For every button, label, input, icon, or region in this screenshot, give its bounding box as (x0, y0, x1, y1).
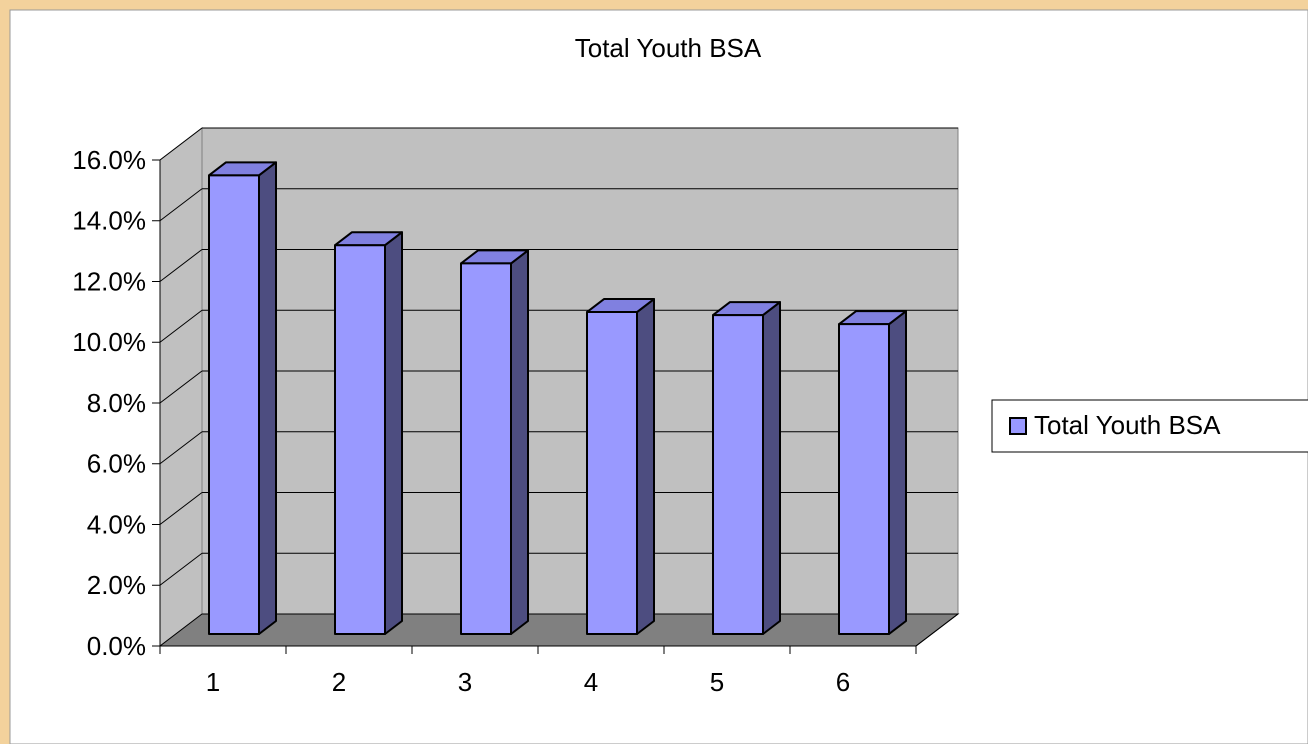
bar (838, 310, 907, 635)
y-tick-label: 12.0% (72, 266, 146, 296)
y-tick-label: 4.0% (87, 509, 146, 539)
bar-front (586, 311, 638, 635)
grid-line (159, 370, 203, 404)
grid-line (159, 431, 203, 465)
x-axis (915, 613, 959, 647)
bar-side (636, 298, 655, 635)
bar (208, 161, 277, 635)
x-tick-label: 6 (836, 667, 850, 697)
y-tick-label: 16.0% (72, 145, 146, 175)
bar-side (510, 249, 529, 635)
y-tick-label: 14.0% (72, 206, 146, 236)
x-tick-label: 4 (584, 667, 598, 697)
chart-title: Total Youth BSA (575, 33, 762, 63)
grid-line (159, 309, 203, 343)
legend-swatch (1009, 417, 1027, 435)
y-tick-label: 8.0% (87, 388, 146, 418)
grid-line (159, 492, 203, 525)
legend (991, 399, 1308, 453)
grid-line (159, 127, 203, 161)
bar-front (208, 174, 260, 635)
bar (460, 249, 529, 635)
bar-front (838, 323, 890, 635)
bar-front (712, 314, 764, 635)
x-tick-label: 5 (710, 667, 724, 697)
bar-side (762, 301, 781, 635)
bar (712, 301, 781, 635)
bar (334, 231, 403, 635)
y-tick-label: 0.0% (87, 631, 146, 661)
x-tick-label: 1 (206, 667, 220, 697)
bar-side (888, 310, 907, 635)
x-tick-label: 3 (458, 667, 472, 697)
x-tick-label: 2 (332, 667, 346, 697)
y-tick-label: 2.0% (87, 570, 146, 600)
bar-front (334, 244, 386, 635)
y-tick-label: 6.0% (87, 449, 146, 479)
grid-line (159, 188, 203, 222)
y-tick-label: 10.0% (72, 327, 146, 357)
bar-side (258, 161, 277, 635)
bar-side (384, 231, 403, 635)
grid-line (159, 249, 203, 282)
legend-label: Total Youth BSA (1034, 410, 1221, 440)
bar (586, 298, 655, 635)
bar-front (460, 262, 512, 635)
grid-line (159, 552, 203, 586)
